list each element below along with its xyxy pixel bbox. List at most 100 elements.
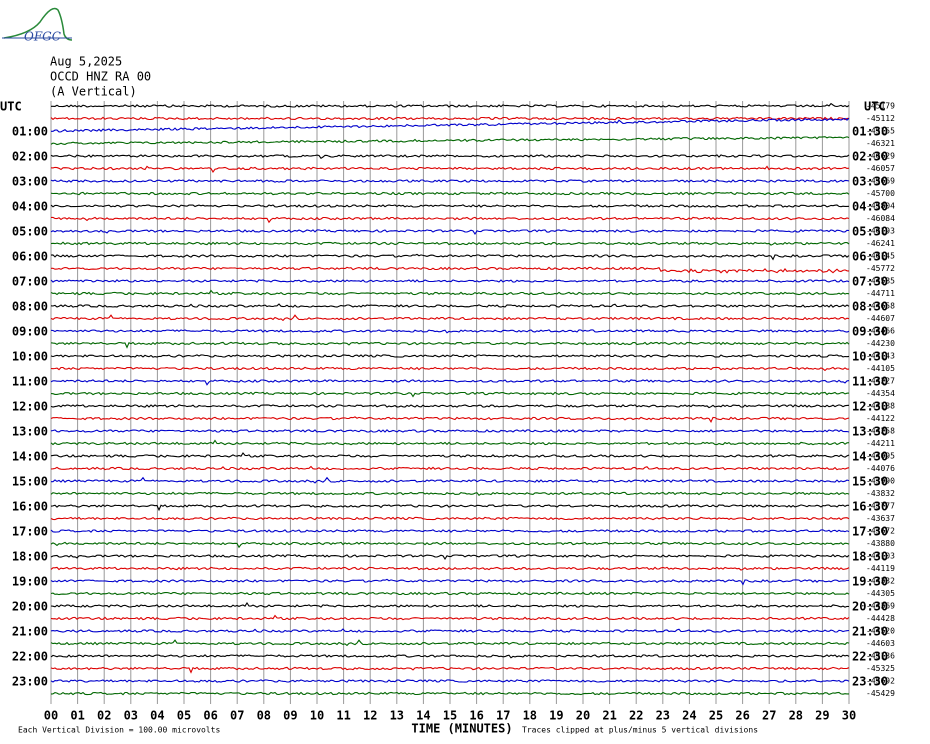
offset-label: -46321	[866, 139, 895, 148]
trace	[50, 253, 850, 261]
offset-label: -44369	[866, 602, 895, 611]
x-tick-label: 30	[842, 709, 856, 723]
x-tick-label: 28	[789, 709, 803, 723]
left-time: 01:00	[12, 125, 48, 139]
left-time: 06:00	[12, 250, 48, 264]
left-time: 07:00	[12, 275, 48, 289]
right-time: 17:30	[852, 525, 888, 539]
offset-label: -44585	[866, 277, 895, 286]
offset-label: -43990	[866, 477, 895, 486]
trace	[50, 614, 850, 621]
left-unit: UTC	[0, 100, 22, 114]
offset-label: -44607	[866, 314, 895, 323]
right-time: 15:30	[852, 475, 888, 489]
x-tick-label: 22	[629, 709, 643, 723]
trace	[51, 216, 850, 224]
right-time: 12:30	[852, 400, 888, 414]
offset-label: -43880	[866, 539, 895, 548]
offset-label: -45804	[866, 202, 895, 211]
right-time: 01:30	[852, 125, 888, 139]
offset-label: -44711	[866, 289, 895, 298]
x-tick-label: 27	[762, 709, 776, 723]
x-tick-label: 25	[709, 709, 723, 723]
offset-label: -44520	[866, 627, 895, 636]
x-tick-label: 17	[496, 709, 510, 723]
x-tick-label: 09	[283, 709, 297, 723]
right-time: 20:30	[852, 600, 888, 614]
offset-label: -44305	[866, 589, 895, 598]
offset-label: -44466	[866, 327, 895, 336]
trace	[50, 628, 850, 633]
trace	[51, 117, 850, 133]
trace	[50, 679, 850, 683]
trace	[50, 639, 850, 647]
right-time: 07:30	[852, 275, 888, 289]
left-time: 09:00	[12, 325, 48, 339]
right-time: 09:30	[852, 325, 888, 339]
x-tick-label: 01	[70, 709, 84, 723]
right-time: 13:30	[852, 425, 888, 439]
x-tick-label: 21	[602, 709, 616, 723]
x-tick-label: 12	[363, 709, 377, 723]
x-tick-label: 11	[336, 709, 350, 723]
trace	[50, 229, 850, 236]
offset-label: -44103	[866, 552, 895, 561]
offset-label: -44076	[866, 464, 895, 473]
right-time: 10:30	[852, 350, 888, 364]
logo-text: OFGC	[24, 30, 61, 44]
offset-label: -44227	[866, 377, 895, 386]
left-time: 03:00	[12, 175, 48, 189]
x-axis-title: TIME (MINUTES)	[411, 722, 512, 736]
x-tick-label: 15	[443, 709, 457, 723]
x-tick-label: 26	[735, 709, 749, 723]
offset-label: -45155	[866, 127, 895, 136]
right-time: 06:30	[852, 250, 888, 264]
right-time: 08:30	[852, 300, 888, 314]
offset-label: -44332	[866, 577, 895, 586]
trace	[50, 289, 850, 296]
offset-label: -45136	[866, 652, 895, 661]
right-time: 21:30	[852, 625, 888, 639]
x-tick-label: 08	[257, 709, 271, 723]
trace	[50, 241, 850, 246]
left-time: 02:00	[12, 150, 48, 164]
right-time: 11:30	[852, 375, 888, 389]
station: OCCD HNZ RA 00	[50, 70, 151, 84]
trace	[50, 204, 850, 208]
offset-label: -44258	[866, 427, 895, 436]
right-time: 02:30	[852, 150, 888, 164]
trace	[50, 566, 850, 571]
left-time: 19:00	[12, 575, 48, 589]
left-time: 05:00	[12, 225, 48, 239]
left-time: 13:00	[12, 425, 48, 439]
trace	[50, 136, 850, 146]
trace	[50, 516, 850, 521]
offset-label: -43832	[866, 489, 895, 498]
left-time: 10:00	[12, 350, 48, 364]
trace	[50, 329, 850, 334]
left-time: 20:00	[12, 600, 48, 614]
left-time: 04:00	[12, 200, 48, 214]
left-time: 12:00	[12, 400, 48, 414]
offset-label: -46145	[866, 252, 895, 261]
offset-label: -45669	[866, 177, 895, 186]
trace	[50, 578, 850, 586]
logo: OFGC	[2, 7, 73, 44]
offset-label: -44105	[866, 364, 895, 373]
trace	[50, 366, 850, 372]
right-unit: UTC	[864, 100, 886, 114]
offset-label: -44603	[866, 639, 895, 648]
x-tick-label: 10	[310, 709, 324, 723]
left-time: 08:00	[12, 300, 48, 314]
date: Aug 5,2025	[50, 55, 122, 69]
offset-label: -45325	[866, 664, 895, 673]
trace	[50, 465, 850, 471]
offset-label: -44122	[866, 414, 895, 423]
offset-label: -45179	[866, 102, 895, 111]
trace	[50, 116, 849, 121]
trace	[50, 279, 850, 283]
x-tick-label: 03	[124, 709, 138, 723]
right-time: 03:30	[852, 175, 888, 189]
offset-label: -43637	[866, 514, 895, 523]
trace	[50, 691, 849, 696]
